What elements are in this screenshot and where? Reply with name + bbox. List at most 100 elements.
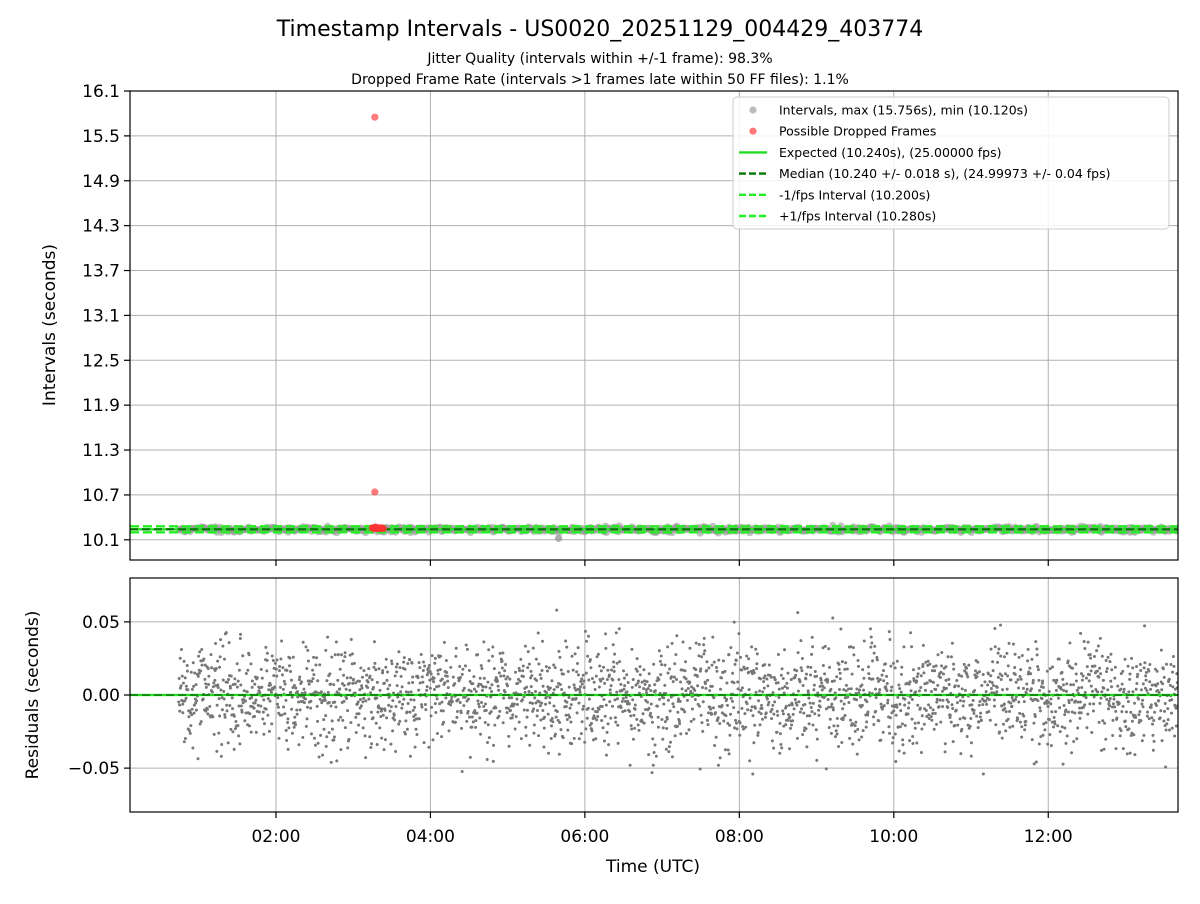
residual-point bbox=[558, 682, 562, 686]
residual-point bbox=[539, 676, 543, 680]
residual-point bbox=[950, 641, 954, 645]
residual-point bbox=[743, 712, 747, 716]
residual-point bbox=[963, 688, 967, 692]
residual-point bbox=[1151, 748, 1155, 752]
residual-point bbox=[179, 648, 183, 652]
residual-point bbox=[1003, 672, 1007, 676]
residual-point bbox=[489, 710, 493, 714]
residual-point bbox=[330, 719, 334, 723]
residual-point bbox=[470, 725, 474, 729]
residual-point bbox=[382, 748, 386, 752]
residual-point bbox=[186, 669, 190, 673]
residual-point bbox=[582, 679, 586, 683]
residual-point bbox=[508, 677, 512, 681]
residual-point bbox=[314, 663, 318, 667]
residual-point bbox=[539, 718, 543, 722]
residual-point bbox=[243, 719, 247, 723]
residual-point bbox=[818, 705, 822, 709]
top-y-tick-label-10.1: 10.1 bbox=[82, 531, 120, 551]
residual-point bbox=[309, 732, 313, 736]
residual-point bbox=[628, 709, 632, 713]
residual-point bbox=[627, 702, 631, 706]
residual-point bbox=[668, 740, 672, 744]
residual-point bbox=[973, 688, 977, 692]
residual-point bbox=[582, 704, 586, 708]
residual-point bbox=[820, 688, 824, 692]
residual-point bbox=[465, 719, 469, 723]
residual-point bbox=[996, 651, 1000, 655]
residual-point bbox=[530, 674, 534, 678]
residual-point bbox=[468, 715, 472, 719]
residual-point bbox=[817, 713, 821, 717]
residual-point bbox=[811, 645, 815, 649]
residual-point bbox=[595, 655, 599, 659]
residual-point bbox=[940, 689, 944, 693]
residual-point bbox=[999, 677, 1003, 681]
residual-point bbox=[677, 719, 681, 723]
residual-point bbox=[408, 754, 412, 758]
residual-point bbox=[665, 726, 669, 730]
residual-point bbox=[445, 674, 449, 678]
residual-point bbox=[946, 700, 950, 704]
residual-point bbox=[405, 727, 409, 731]
residual-point bbox=[554, 715, 558, 719]
residual-point bbox=[975, 671, 979, 675]
residual-point bbox=[612, 665, 616, 669]
residual-point bbox=[853, 724, 857, 728]
residual-point bbox=[373, 661, 377, 665]
residual-point bbox=[746, 708, 750, 712]
residual-point bbox=[580, 677, 584, 681]
residual-point bbox=[956, 723, 960, 727]
residual-point bbox=[781, 677, 785, 681]
residual-point bbox=[1148, 680, 1152, 684]
residual-point bbox=[380, 707, 384, 711]
residual-point bbox=[286, 720, 290, 724]
residual-point bbox=[953, 684, 957, 688]
residual-point bbox=[328, 672, 332, 676]
residual-point bbox=[480, 667, 484, 671]
residual-point bbox=[472, 675, 476, 679]
residual-point bbox=[1174, 724, 1178, 728]
residual-point bbox=[1131, 690, 1135, 694]
residual-point bbox=[1165, 722, 1169, 726]
residual-point bbox=[1084, 696, 1088, 700]
residual-point bbox=[1110, 685, 1114, 689]
residual-point bbox=[567, 685, 571, 689]
residual-point bbox=[705, 669, 709, 673]
residual-point bbox=[917, 689, 921, 693]
residual-point bbox=[495, 679, 499, 683]
residual-point bbox=[182, 659, 186, 663]
residual-point bbox=[716, 763, 720, 767]
residual-point bbox=[469, 689, 473, 693]
residual-point bbox=[553, 666, 557, 670]
residual-point bbox=[856, 658, 860, 662]
residual-point bbox=[604, 646, 608, 650]
residual-point bbox=[515, 697, 519, 701]
residual-point bbox=[1088, 653, 1092, 657]
legend-entry-4: -1/fps Interval (10.200s) bbox=[739, 187, 930, 202]
residual-point bbox=[525, 685, 529, 689]
residual-point bbox=[1074, 679, 1078, 683]
residual-point bbox=[948, 713, 952, 717]
residual-point bbox=[719, 676, 723, 680]
residual-point bbox=[977, 720, 981, 724]
residual-point bbox=[1036, 668, 1040, 672]
residual-point bbox=[535, 709, 539, 713]
residual-point bbox=[350, 652, 354, 656]
residual-point bbox=[1112, 697, 1116, 701]
residual-point bbox=[1145, 689, 1149, 693]
residual-point bbox=[480, 701, 484, 705]
residual-point bbox=[659, 673, 663, 677]
residual-point bbox=[1071, 666, 1075, 670]
residual-point bbox=[238, 637, 242, 641]
residual-point bbox=[260, 676, 264, 680]
residual-point bbox=[597, 707, 601, 711]
residual-point bbox=[225, 680, 229, 684]
residual-point bbox=[728, 723, 732, 727]
residual-point bbox=[734, 721, 738, 725]
residual-point bbox=[1053, 720, 1057, 724]
residual-point bbox=[1133, 753, 1137, 757]
residual-point bbox=[784, 704, 788, 708]
residual-point bbox=[823, 644, 827, 648]
residual-point bbox=[1073, 711, 1077, 715]
